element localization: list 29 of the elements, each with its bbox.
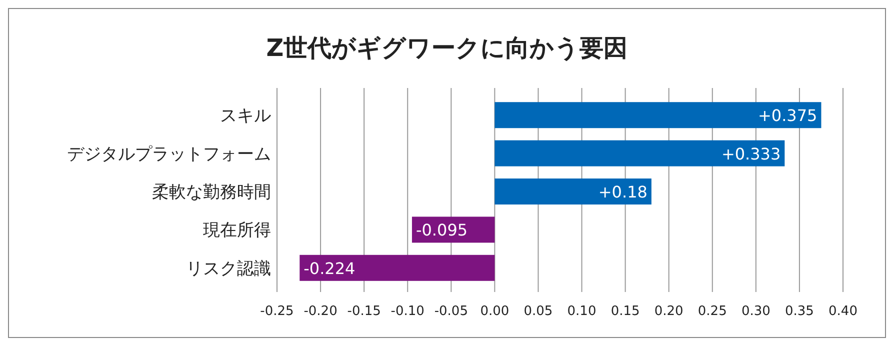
y-tick-label: スキル: [220, 106, 271, 126]
y-tick-label: 柔軟な勤務時間: [152, 182, 271, 202]
bar: [494, 178, 652, 204]
x-tick-label: 0.10: [567, 304, 596, 319]
x-tick-label: -0.20: [304, 304, 338, 319]
data-label: -0.224: [304, 258, 356, 278]
x-tick-label: 0.20: [654, 304, 684, 319]
x-tick-label: -0.15: [347, 304, 381, 319]
x-tick-label: -0.10: [390, 304, 424, 319]
y-tick-label: リスク認識: [186, 258, 271, 279]
bar: [494, 140, 785, 166]
y-tick-label: デジタルプラットフォーム: [67, 144, 271, 164]
chart-title: Z世代がギグワークに向かう要因: [266, 34, 628, 62]
data-label: +0.18: [598, 182, 648, 202]
bar: [494, 102, 822, 128]
x-tick-label: 0.00: [480, 304, 510, 319]
data-label: +0.375: [758, 106, 818, 126]
bar: [300, 254, 495, 281]
x-tick-label: -0.05: [434, 304, 468, 319]
y-tick-label: 現在所得: [203, 220, 271, 241]
x-tick-label: 0.15: [610, 304, 640, 319]
x-tick-label: 0.35: [784, 304, 814, 319]
x-tick-label: -0.25: [260, 304, 294, 319]
x-tick-label: 0.05: [524, 304, 553, 319]
data-label: -0.095: [416, 220, 468, 240]
x-tick-label: 0.25: [698, 304, 727, 319]
x-tick-label: 0.40: [828, 304, 858, 319]
data-label: +0.333: [721, 144, 781, 164]
x-tick-label: 0.30: [741, 304, 770, 319]
